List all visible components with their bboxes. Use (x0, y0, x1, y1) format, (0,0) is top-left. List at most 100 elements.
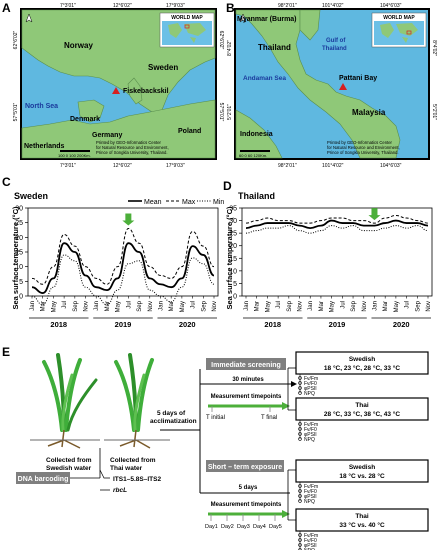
chart-d-xtick-label-14: May (394, 301, 400, 312)
panel-label-b: B (226, 1, 235, 15)
map-a: A WORLD MAP 7°3'01" 12°6'02" 17°9'03" 7°… (2, 1, 224, 169)
chart-thailand-sst: D Thailand Sea surface temperature (°C) … (223, 179, 433, 329)
map-b: B WORLD MAP 98°2'01" 101°4'02" 104°6'03"… (226, 1, 437, 169)
box-swedish-immediate (295, 351, 429, 375)
measurement-timepoints-1 (206, 390, 286, 400)
credit-b-2: for Natural Resource and Environment, (327, 145, 400, 150)
y-axis-label-c: Sea surface temperature (°C) (11, 206, 20, 310)
collected-swedish-line1: Collected from (46, 457, 92, 464)
world-map-continents-a (168, 23, 206, 43)
collected-thai-line1: Collected from (110, 457, 156, 464)
chart-c-xtick-label-13: Mar (169, 301, 175, 311)
chart-c-xtick-label-6: Jan (94, 301, 100, 311)
five-days-label: 5 days (239, 485, 258, 491)
coord-bottom-a-1: 7°3'01" (60, 163, 76, 169)
param-label-1-0: Fv/Fm (304, 422, 318, 428)
short-term-box (206, 460, 284, 472)
north-arrow-icon (25, 13, 33, 23)
box4-temps: 33 °C vs. 40 °C (339, 521, 385, 529)
chart-d-sampling-arrow-icon (368, 208, 381, 221)
world-map-marker-b (406, 30, 412, 35)
y-axis-label-d: Sea surface temperature (°C) (225, 206, 234, 310)
param-label-1-2: φPSII (304, 432, 317, 438)
param-label-3-2: φPSII (304, 543, 317, 549)
box3-title: Swedish (349, 464, 375, 471)
chart-c-xtick-label-4: Sep (73, 300, 79, 311)
chart-d-year-label-2: 2020 (393, 320, 410, 329)
day3-label: Day3 (237, 524, 250, 530)
param-label-0-1: Fv/F0 (304, 381, 317, 387)
coord-top-b-1: 98°2'01" (278, 3, 297, 9)
chart-c-ytick-label-3: 15 (15, 250, 23, 257)
chart-d-xtick-label-13: Mar (383, 301, 389, 311)
timepoint-ticks-2 (210, 514, 276, 521)
connector-markers (99, 469, 110, 491)
param-label-0-2: φPSII (304, 386, 317, 392)
box1-temps: 18 °C, 23 °C, 28 °C, 33 °C (324, 364, 400, 372)
marker-its: ITS1–5.8S–ITS2 (113, 476, 161, 483)
immediate-screening-box (206, 358, 286, 370)
t-final-label: T final (261, 415, 277, 421)
chart-d-ytick-label-4: 20 (229, 243, 237, 250)
chart-d-ytick-label-0: 0 (233, 294, 237, 301)
coord-top-b-2: 101°4'02" (322, 3, 344, 9)
label-thailand: Thailand (258, 43, 291, 52)
panel-label-a: A (2, 1, 11, 15)
coord-right-b-1: 8°4'02" (431, 40, 437, 56)
panel-label-c: C (2, 175, 11, 189)
label-gulf-thailand: Thailand (322, 46, 347, 52)
chart-c-year-label-1: 2019 (115, 320, 132, 329)
chart-c-ytick-label-2: 10 (15, 264, 23, 271)
param-label-3-0: Fv/Fm (304, 533, 318, 539)
chart-d-xtick-label-6: Jan (308, 301, 314, 311)
coord-right-a-1: 62°6'02" (218, 31, 224, 50)
box-swedish-short (295, 459, 429, 483)
chart-c-year-label-0: 2018 (50, 320, 67, 329)
measurement-timepoints-1-label: Measurement timepoints (211, 394, 282, 400)
chart-d-xtick-label-10: Sep (351, 300, 357, 311)
param-label-3-3: NPQ (304, 548, 315, 550)
chart-c-xtick-label-17: Nov (212, 301, 218, 312)
chart-d-xtick-label-7: Mar (319, 301, 325, 311)
chart-c-xtick-label-5: Nov (84, 301, 90, 312)
scale-bar-b (240, 150, 270, 152)
bracket-short-term (287, 469, 296, 521)
chart-c-sampling-arrow-icon (122, 213, 135, 226)
label-indonesia: Indonesia (240, 131, 273, 138)
coord-left-a-2: 57°5'01" (13, 102, 19, 121)
box1-title: Swedish (349, 356, 375, 363)
chart-c-xtick-label-3: Jul (62, 301, 68, 309)
dna-barcoding-box (16, 472, 70, 484)
timeline-arrowhead-2 (282, 510, 290, 518)
coord-left-b-2: 5°2'01" (227, 104, 233, 120)
credit-a-3: Prince of Songkla University, Thailand. (96, 150, 168, 155)
immediate-screening-label: Immediate screening (211, 362, 281, 369)
coord-bottom-a-3: 17°9'03" (166, 163, 185, 169)
coord-bottom-b-1: 98°2'01" (278, 163, 297, 169)
chart-d-xtick-label-2: May (265, 301, 271, 312)
box2-temps: 28 °C, 33 °C, 38 °C, 43 °C (324, 410, 400, 418)
site-marker-fiskebackskil (112, 87, 120, 94)
scale-bar-a (60, 150, 90, 152)
chart-d-xtick-label-11: Nov (362, 301, 368, 312)
credit-b-1: Printed by GEO-Informatics Center (327, 140, 393, 145)
day4-label: Day4 (253, 524, 266, 530)
timeline-arrowhead-1 (282, 402, 290, 410)
experimental-design: E Collected from Swedish water Collected… (2, 345, 429, 550)
label-netherlands: Netherlands (24, 143, 65, 150)
param-label-0-0: Fv/Fm (304, 376, 318, 382)
label-poland: Poland (178, 128, 201, 135)
param-label-1-3: NPQ (304, 437, 315, 443)
credit-b-3: Prince of Songkla University, Thailand. (327, 150, 399, 155)
short-term-label: Short – term exposure (208, 464, 282, 471)
chart-d-series-mean-line (245, 219, 429, 230)
chart-d-ytick-label-6: 30 (229, 218, 237, 225)
coord-left-a-1: 62°6'02" (13, 30, 19, 49)
scale-label-a: 100 0 100 200Km. (58, 153, 91, 158)
peninsula-landmass (235, 9, 401, 159)
world-map-title-a: WORLD MAP (171, 15, 203, 21)
box3-temps: 18 °C vs. 28 °C (339, 472, 385, 480)
chart-d-xtick-label-8: May (330, 301, 336, 312)
chart-d-xtick-label-3: Jul (276, 301, 282, 309)
chart-d-xtick-label-5: Nov (298, 301, 304, 312)
